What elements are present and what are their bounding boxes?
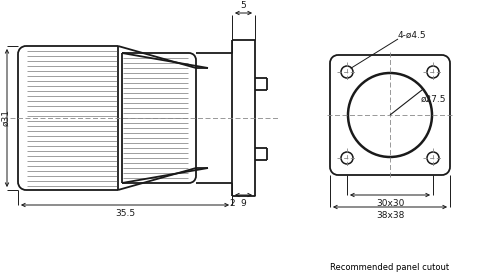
Text: 5: 5 xyxy=(240,1,246,11)
Text: 4-ø4.5: 4-ø4.5 xyxy=(398,31,427,39)
Text: Recommended panel cutout: Recommended panel cutout xyxy=(330,264,450,272)
Text: 30x30: 30x30 xyxy=(376,198,404,207)
Text: 9: 9 xyxy=(240,198,246,207)
Text: 35.5: 35.5 xyxy=(115,208,135,217)
Text: 38x38: 38x38 xyxy=(376,210,404,220)
Text: 2: 2 xyxy=(229,198,235,207)
Text: ø31: ø31 xyxy=(2,110,11,126)
Text: ø27.5: ø27.5 xyxy=(421,95,447,104)
